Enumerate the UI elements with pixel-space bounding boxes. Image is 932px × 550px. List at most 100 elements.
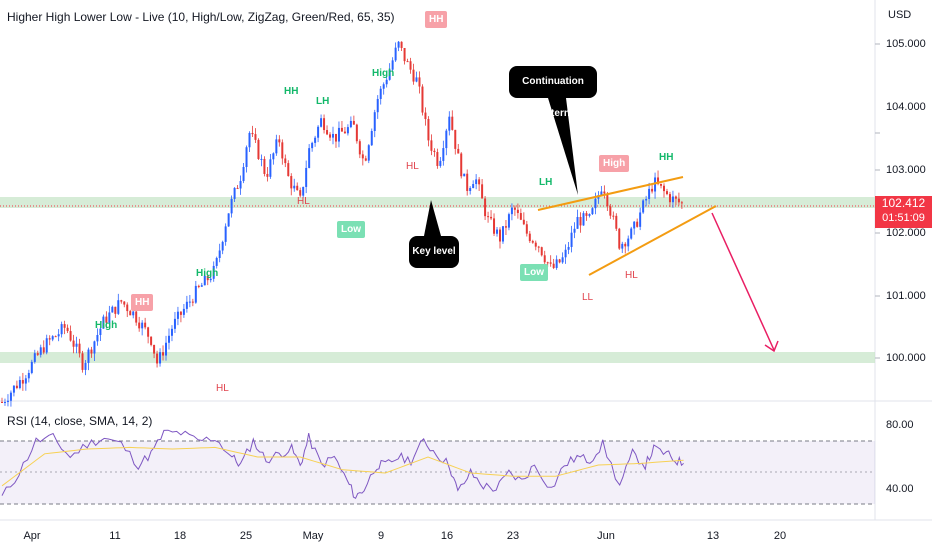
projection-arrow-line: [711, 212, 775, 351]
key-level-zone-lower: [0, 352, 875, 363]
candle-body: [463, 173, 466, 177]
candle-body: [33, 353, 36, 362]
y-tick-label: 103.000: [886, 164, 926, 176]
candle-body: [394, 47, 397, 61]
key-level-zone-upper: [0, 197, 875, 208]
candle-body: [84, 362, 87, 370]
candle-body: [355, 124, 358, 142]
indicator-title[interactable]: Higher High Lower Low - Live (10, High/L…: [7, 10, 395, 24]
last-price-value: 102.412: [881, 196, 926, 210]
y-tick-label: 100.000: [886, 352, 926, 364]
candle-body: [78, 343, 81, 354]
candle-body: [114, 306, 117, 314]
candle-body: [379, 88, 382, 99]
candle-body: [546, 262, 549, 264]
candle-body: [561, 257, 564, 263]
candle-body: [332, 133, 335, 138]
candle-body: [349, 120, 352, 128]
candle-body: [233, 187, 236, 199]
rsi-ma-line: [1, 446, 684, 487]
candle-body: [657, 177, 660, 184]
candle-body: [156, 353, 159, 364]
candle-body: [385, 79, 388, 85]
candle-body: [558, 259, 561, 263]
swing-label-high: High: [196, 268, 219, 279]
candle-body: [329, 134, 332, 138]
candle-body: [591, 208, 594, 215]
candle-body: [6, 400, 9, 402]
candle-body: [260, 158, 263, 160]
candle-body: [340, 127, 343, 132]
candle-body: [179, 311, 182, 315]
candle-body: [287, 163, 290, 177]
swing-label-low: Low: [520, 264, 548, 281]
candle-body: [552, 263, 555, 268]
candle-body: [358, 141, 361, 155]
candle-body: [72, 340, 75, 347]
rsi-title[interactable]: RSI (14, close, SMA, 14, 2): [7, 414, 153, 428]
swing-label-ll: LL: [582, 292, 594, 303]
x-tick-label: 20: [773, 530, 787, 542]
candle-body: [57, 334, 60, 337]
candle-body: [525, 224, 528, 234]
x-tick-label: Apr: [23, 530, 41, 542]
x-tick-label: 16: [440, 530, 454, 542]
candle-body: [54, 336, 57, 338]
candle-body: [400, 41, 403, 48]
candle-body: [24, 378, 27, 384]
candle-body: [493, 218, 496, 234]
candle-body: [135, 311, 138, 323]
candle-body: [472, 184, 475, 189]
y-tick-label: 105.000: [886, 38, 926, 50]
candle-body: [48, 338, 51, 340]
candle-body: [257, 139, 260, 159]
candle-body: [433, 150, 436, 153]
candle-body: [454, 129, 457, 149]
candle-body: [674, 196, 677, 199]
candle-body: [334, 133, 337, 142]
candle-body: [15, 385, 18, 389]
candle-body: [224, 226, 227, 242]
candle-body: [537, 246, 540, 248]
price-axis[interactable]: [875, 43, 880, 359]
candle-body: [373, 112, 376, 131]
candle-body: [278, 139, 281, 143]
candle-body: [90, 349, 93, 354]
candle-body: [248, 132, 251, 148]
candle-body: [573, 228, 576, 233]
candle-body: [227, 213, 230, 227]
candle-body: [567, 246, 570, 250]
candle-body: [361, 154, 364, 159]
candle-body: [478, 179, 481, 185]
candle-body: [439, 160, 442, 166]
candle-body: [522, 219, 525, 225]
candle-body: [272, 153, 275, 160]
x-tick-label: 9: [377, 530, 385, 542]
candle-body: [239, 181, 242, 189]
candle-body: [21, 380, 24, 384]
candle-body: [582, 213, 585, 226]
currency-label: USD: [888, 9, 912, 21]
candle-body: [442, 148, 445, 161]
candle-body: [406, 61, 409, 63]
candle-body: [391, 60, 394, 70]
swing-label-lh: LH: [316, 96, 330, 107]
candle-body: [612, 215, 615, 217]
candle-body: [218, 250, 221, 258]
y-tick-label: 104.000: [886, 101, 926, 113]
x-tick-label: 18: [173, 530, 187, 542]
x-tick-label: 13: [706, 530, 720, 542]
candle-body: [490, 216, 493, 219]
candle-body: [200, 285, 203, 287]
candle-body: [39, 347, 42, 355]
candle-body: [99, 328, 102, 335]
candle-body: [311, 142, 314, 149]
swing-label-lh: LH: [539, 177, 553, 188]
candle-body: [654, 177, 657, 192]
candle-body: [153, 344, 156, 354]
candle-body: [531, 241, 534, 243]
continuation-callout-pointer: [548, 98, 578, 195]
candle-body: [117, 300, 120, 314]
candle-body: [194, 285, 197, 303]
swing-label-hl: HL: [625, 270, 638, 281]
